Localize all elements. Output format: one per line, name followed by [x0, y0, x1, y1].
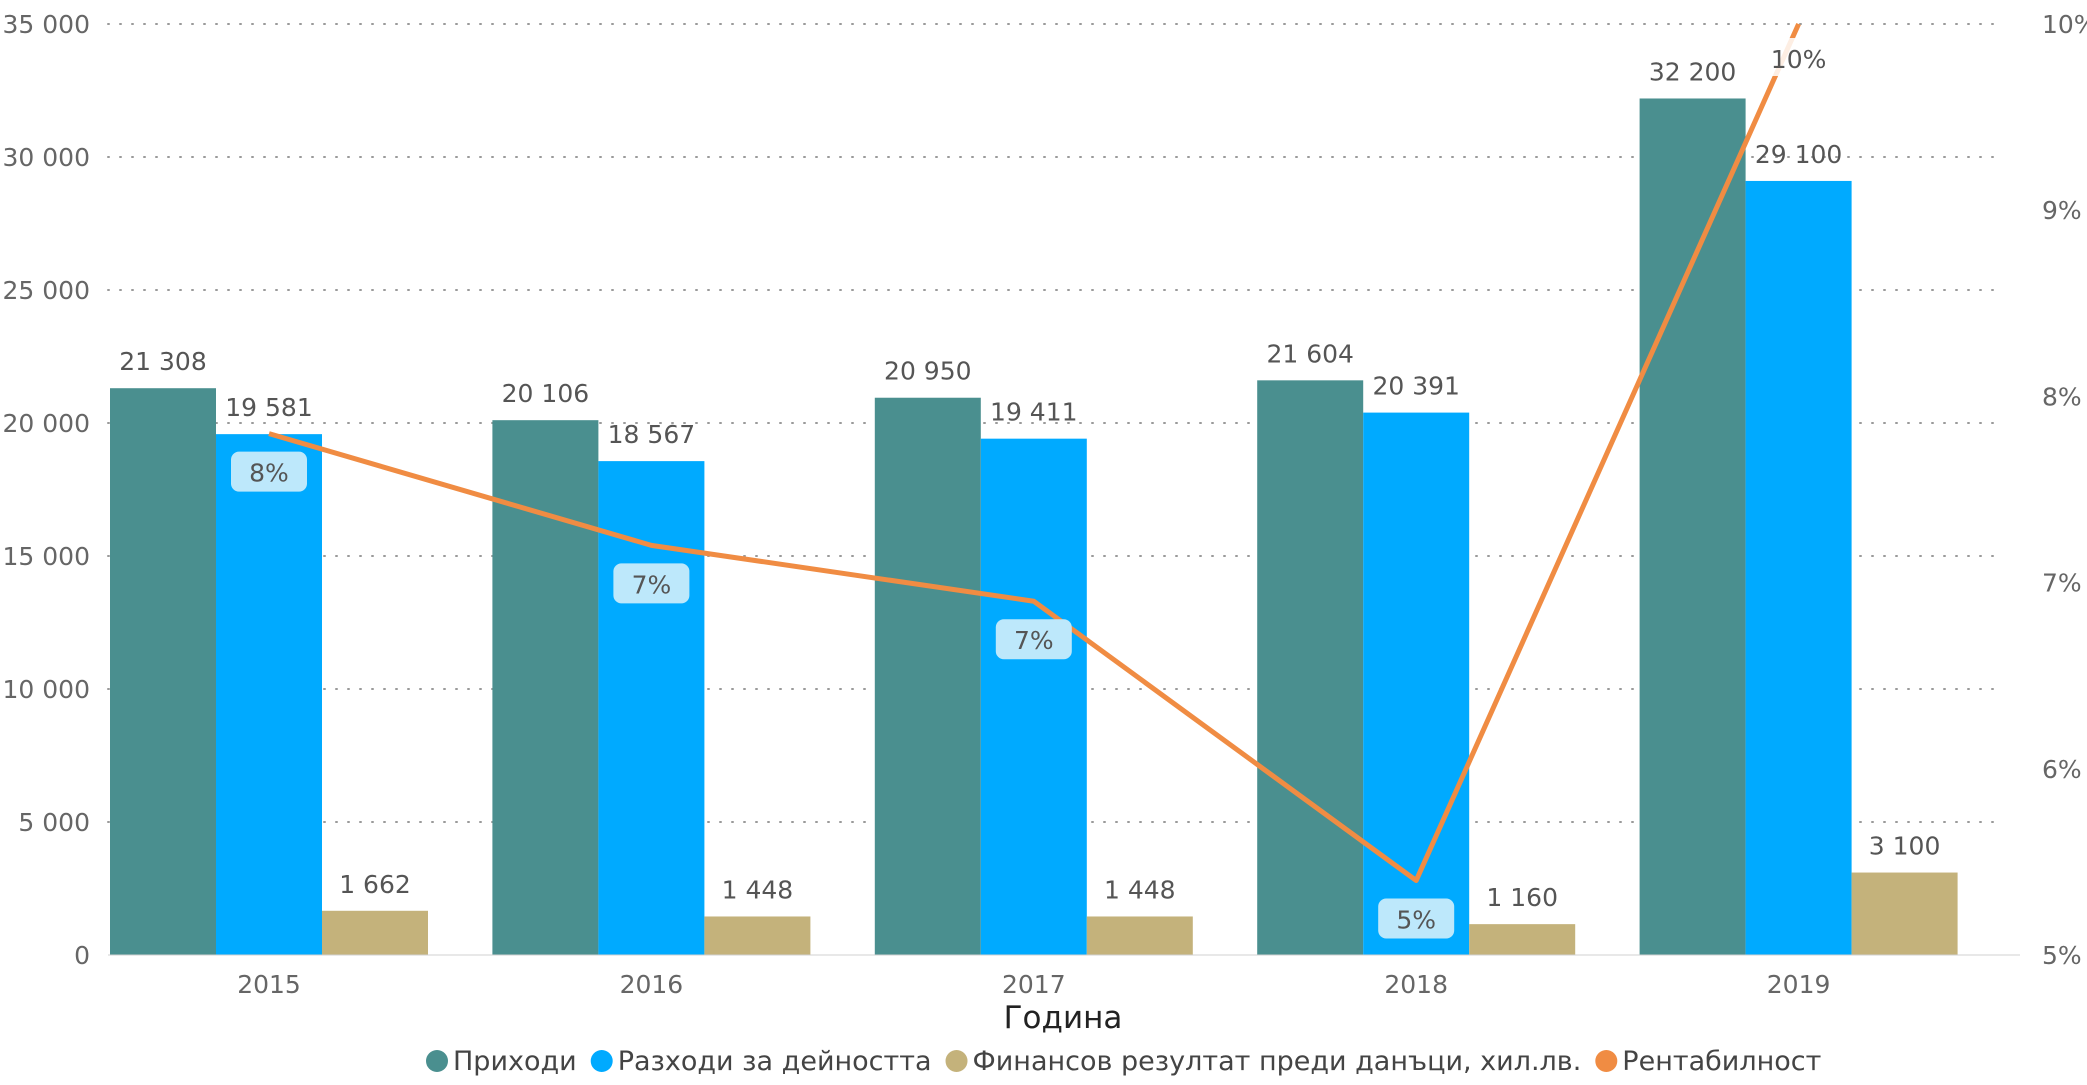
y-tick-label: 30 000	[3, 143, 90, 172]
legend-label: Разходи за дейността	[618, 1046, 932, 1077]
legend-marker	[426, 1050, 448, 1072]
bar-data-label: 19 581	[225, 393, 312, 422]
legend-marker	[1595, 1050, 1618, 1072]
legend-marker	[945, 1050, 968, 1072]
bar	[1745, 180, 1852, 955]
y-tick-label: 0	[74, 941, 90, 970]
bar-data-label: 20 950	[884, 357, 971, 386]
line-label-box	[1758, 38, 1839, 76]
bar-data-label: 21 604	[1266, 339, 1353, 368]
bar-data-label: 1 662	[339, 870, 411, 899]
line-label-box	[995, 619, 1072, 660]
line-data-label: 5%	[1396, 906, 1436, 935]
y-tick-label: 25 000	[3, 276, 90, 305]
y2-tick-label: 8%	[2042, 382, 2082, 411]
y2-tick-label: 9%	[2042, 196, 2082, 225]
y-tick-label: 5 000	[18, 808, 90, 837]
y2-tick-label: 5%	[2042, 941, 2082, 970]
x-axis: 2015 2016 2017 2018 2019	[108, 954, 2020, 999]
bar-data-label: 3 100	[1869, 832, 1941, 861]
bar	[492, 420, 599, 955]
bar	[322, 910, 428, 955]
bar-data-label: 1 160	[1486, 883, 1558, 912]
x-tick-label: 2015	[237, 970, 301, 999]
rentability-line	[268, 22, 1801, 884]
bar-data-label: 1 448	[1104, 875, 1176, 904]
line-data-label: 8%	[249, 459, 289, 488]
bar	[1257, 380, 1364, 955]
y2-tick-label: 7%	[2042, 569, 2082, 598]
legend-marker	[590, 1050, 613, 1072]
bar	[874, 397, 981, 956]
y2-tick-label: 10%	[2042, 10, 2087, 39]
bar-data-label: 20 391	[1372, 372, 1459, 401]
legend: Приходи Разходи за дейността Финансов резу…	[426, 1046, 1821, 1077]
bar	[110, 388, 216, 955]
line-data-label: 7%	[1014, 626, 1054, 655]
bar	[1851, 872, 1958, 955]
line-series: 8% 7% 7% 5% 10%	[231, 22, 1839, 939]
bar-data-label: 1 448	[722, 875, 794, 904]
bar-data-label: 29 100	[1755, 140, 1842, 169]
line-label-box	[231, 451, 307, 492]
x-tick-label: 2017	[1002, 970, 1066, 999]
y-tick-label: 35 000	[3, 10, 90, 39]
bar-data-label: 18 567	[608, 420, 695, 449]
bar-data-label: 19 411	[990, 398, 1077, 427]
x-axis-title: Година	[1004, 1000, 1123, 1036]
bar	[1363, 412, 1470, 956]
y-tick-label: 20 000	[3, 409, 90, 438]
bar	[1469, 924, 1576, 955]
x-tick-label: 2016	[620, 970, 684, 999]
bar	[1086, 916, 1193, 955]
bar	[1639, 98, 1746, 956]
x-tick-label: 2018	[1384, 970, 1448, 999]
bar-series: 21 308 19 581 1 662 20 106 18 567 1 448 20 950…	[110, 57, 1958, 956]
line-data-label: 7%	[632, 570, 672, 599]
y-tick-label: 15 000	[3, 542, 90, 571]
bar-data-label: 21 308	[119, 347, 206, 376]
x-tick-label: 2019	[1767, 970, 1831, 999]
bar	[980, 438, 1087, 956]
legend-label: Приходи	[453, 1046, 577, 1077]
line-label-box	[613, 563, 690, 604]
bar	[704, 916, 811, 955]
legend-label: Рентабилност	[1622, 1046, 1821, 1077]
legend-label: Финансов резултат преди данъци, хил.лв.	[973, 1046, 1582, 1077]
line-data-label: 10%	[1771, 45, 1827, 74]
y2-tick-label: 6%	[2042, 755, 2082, 784]
y-tick-label: 10 000	[3, 675, 90, 704]
y-axis-right: 5% 6% 7% 8% 9% 10%	[2042, 10, 2087, 970]
y-axis-left: 0 5 000 10 000 15 000 20 000 25 000 30 000 35 0…	[3, 10, 90, 970]
bar	[216, 434, 322, 955]
line-label-box	[1378, 898, 1455, 939]
bar-data-label: 32 200	[1649, 57, 1736, 86]
bar-data-label: 20 106	[502, 379, 589, 408]
